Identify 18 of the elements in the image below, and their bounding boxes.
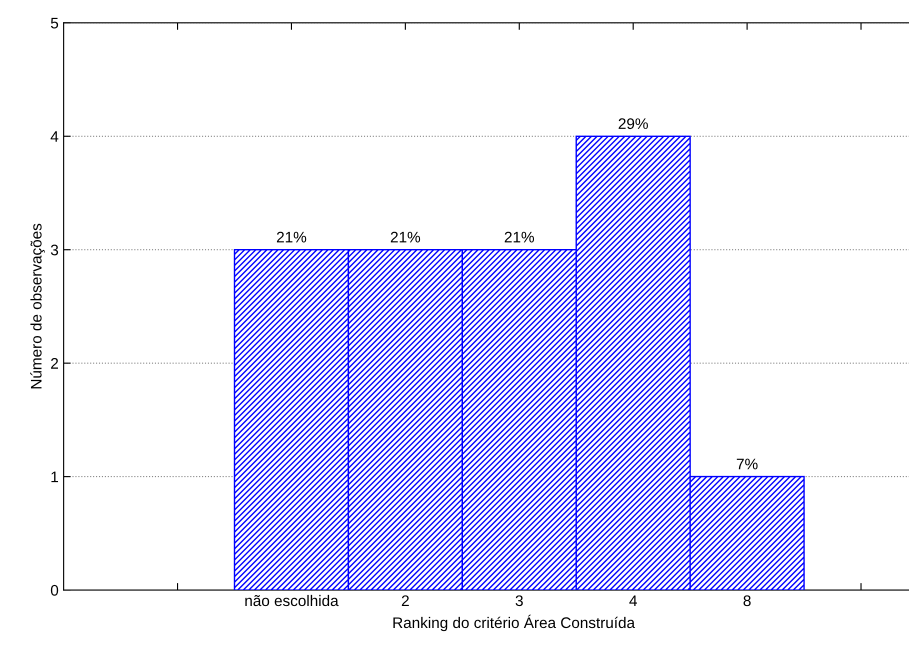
y-tick-label: 5 [50,18,58,29]
y-tick-label: 0 [50,584,58,596]
y-tick-label: 2 [51,358,58,369]
x-tick-label: não escolhida [245,594,339,606]
y-tick-label: 1 [51,472,58,482]
annotation: 7% [736,458,758,470]
annotation: 21% [504,232,534,242]
x-tick-label: 2 [402,595,409,606]
x-tick-label: 8 [744,595,751,606]
y-tick-label: 3 [50,244,58,256]
x-tick-label: 3 [516,595,523,606]
annotation: 21% [276,232,306,242]
y-axis-title: Número de observações [30,224,45,388]
x-axis-title: Ranking do critério Área Construída [393,614,636,632]
x-tick-label: 4 [629,595,637,606]
y-tick-label: 4 [50,131,58,142]
annotation: 29% [618,118,648,130]
annotation: 21% [390,232,420,242]
